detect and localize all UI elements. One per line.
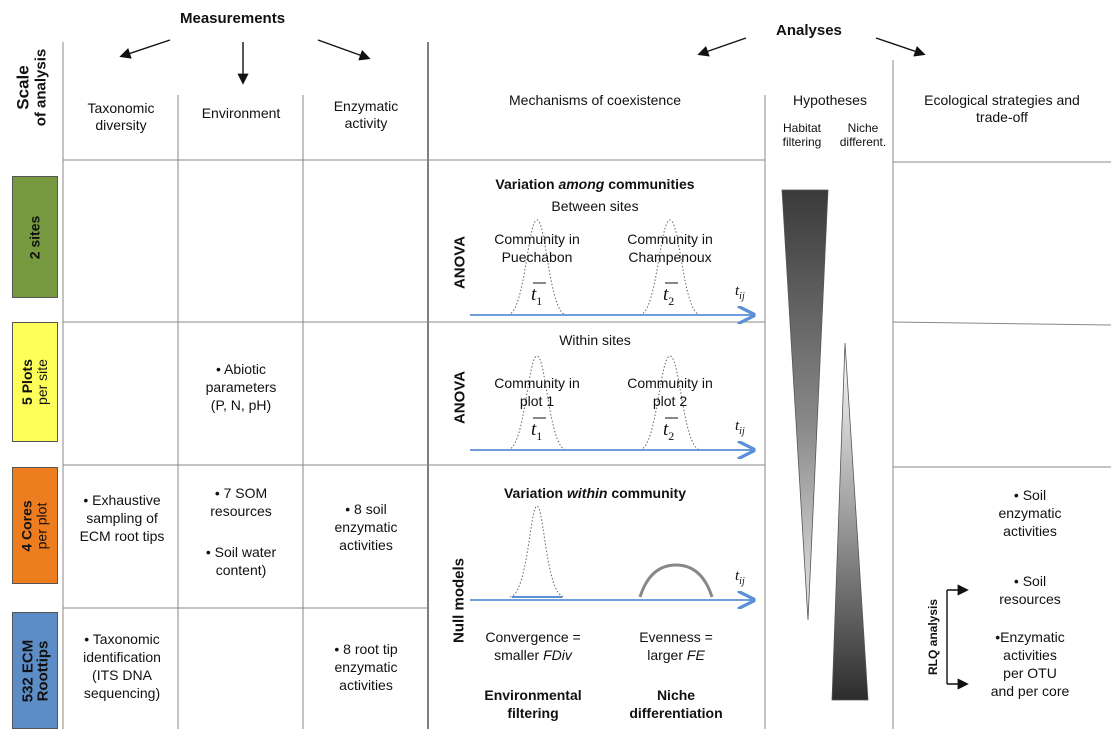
- evenness-label: Evenness = larger FE: [639, 629, 713, 663]
- arrow-to-ecological: [875, 37, 926, 57]
- analyses-header: Analyses: [776, 22, 842, 39]
- arrow-to-taxonomic: [119, 39, 171, 59]
- scale-box-roottips: 532 ECM Roottips: [12, 612, 58, 729]
- community-puechabon: Community in Puechabon: [494, 231, 580, 265]
- soil-resources: • Soil resources: [999, 573, 1061, 607]
- scale-of-analysis-header: Scale of analysis: [13, 48, 50, 127]
- tax-roottips-cell: • Taxonomic identification (ITS DNA sequenc…: [83, 631, 161, 701]
- taxonomic-diversity-header: Taxonomic diversity: [87, 100, 155, 133]
- ecological-strategies-header: Ecological strategies and trade-off: [924, 92, 1080, 125]
- tax-cores-cell: • Exhaustive sampling of ECM root tips: [79, 492, 165, 544]
- anova-label-sites: ANOVA: [451, 235, 469, 290]
- env-cores-water-cell: • Soil water content): [205, 544, 277, 578]
- community-plot2: Community in plot 2: [627, 375, 713, 409]
- between-sites-plot: [470, 219, 752, 315]
- t2-mean-sites: t2: [663, 284, 675, 308]
- measurements-arrows: [119, 37, 926, 85]
- between-sites-label: Between sites: [551, 198, 639, 214]
- null-models-label: Null models: [450, 558, 468, 644]
- t1-mean-plots: t1: [531, 419, 543, 443]
- community-plot1: Community in plot 1: [494, 375, 580, 409]
- enz-cores-cell: • 8 soil enzymatic activities: [334, 501, 398, 553]
- within-sites-plot: [470, 355, 752, 450]
- variation-among-title: Variation among communities: [495, 176, 695, 192]
- tij-axis-label-sites: tij: [735, 283, 745, 302]
- arrow-to-enzymatic: [317, 39, 371, 61]
- arrow-to-mechanisms: [697, 37, 747, 57]
- scale-box-cores: 4 Cores per plot: [12, 467, 58, 584]
- niche-differentiation-label: Niche differentiation: [629, 687, 723, 721]
- environmental-filtering-label: Environmental filtering: [484, 687, 582, 721]
- rlq-bracket: [946, 584, 969, 690]
- grid-lines: [62, 42, 1111, 729]
- niche-differentiation-wedge: [831, 342, 869, 701]
- scale-box-plots: 5 Plots per site: [12, 322, 58, 442]
- niche-different-header: Niche different.: [839, 121, 887, 149]
- habitat-filtering-header: Habitat filtering: [782, 121, 822, 149]
- enzymatic-activities-per-otu: •Enzymatic activities per OTU and per core: [990, 629, 1070, 699]
- mechanisms-header: Mechanisms of coexistence: [509, 92, 681, 108]
- scale-box-sites: 2 sites: [12, 176, 58, 298]
- tij-axis-label-plots: tij: [735, 418, 745, 437]
- tij-axis-label-null: tij: [735, 568, 745, 587]
- variation-within-title: Variation within community: [503, 485, 687, 501]
- t2-mean-plots: t2: [663, 419, 675, 443]
- hypotheses-header: Hypotheses: [793, 92, 867, 108]
- community-champenoux: Community in Champenoux: [627, 231, 713, 265]
- convergence-label: Convergence = smaller FDiv: [485, 629, 581, 663]
- t1-mean-sites: t1: [531, 284, 543, 308]
- within-sites-label: Within sites: [559, 332, 631, 348]
- rlq-analysis-label: RLQ analysis: [926, 598, 940, 676]
- enz-roottips-cell: • 8 root tip enzymatic activities: [334, 641, 398, 693]
- env-plots-cell: • Abiotic parameters (P, N, pH): [205, 361, 277, 413]
- habitat-filtering-wedge: [781, 189, 829, 621]
- null-model-plot: [470, 505, 752, 600]
- enzymatic-activity-header: Enzymatic activity: [333, 98, 399, 131]
- measurements-header: Measurements: [180, 10, 286, 27]
- env-cores-som-cell: • 7 SOM resources: [210, 485, 272, 519]
- anova-label-plots: ANOVA: [451, 370, 469, 425]
- soil-enzymatic-activities: • Soil enzymatic activities: [998, 487, 1062, 539]
- environment-header: Environment: [201, 105, 281, 121]
